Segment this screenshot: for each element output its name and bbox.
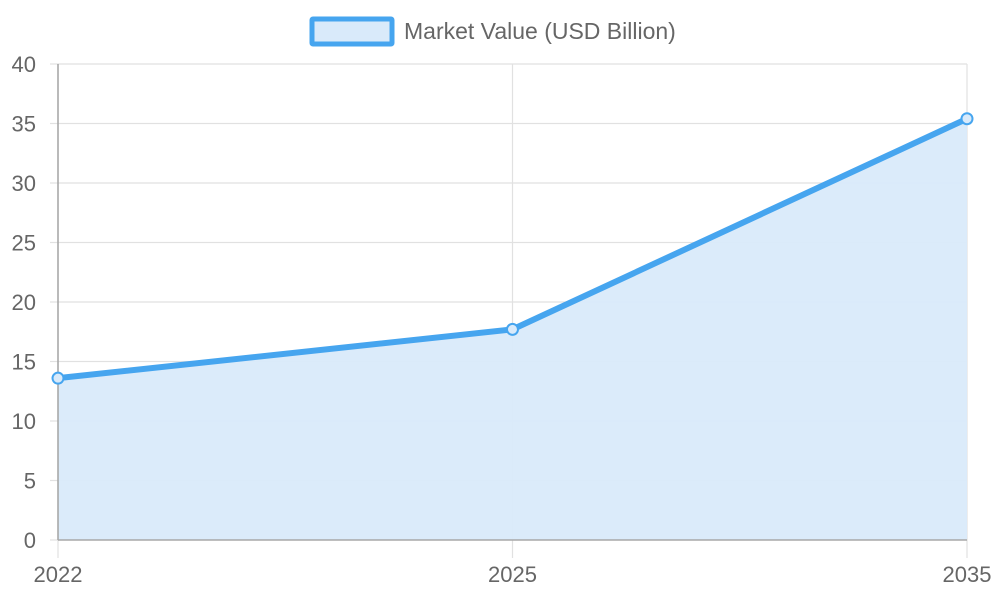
point-layer [51, 112, 974, 385]
y-tick-label: 25 [12, 231, 36, 256]
axis-layer [57, 64, 967, 541]
y-tick-label: 15 [12, 350, 36, 375]
data-point[interactable] [506, 322, 519, 336]
legend-swatch[interactable] [309, 16, 395, 47]
legend-label: Market Value (USD Billion) [404, 18, 676, 44]
y-tick-label: 10 [12, 409, 36, 434]
y-tick-label: 5 [24, 469, 36, 494]
x-tick-label: 2022 [34, 562, 83, 587]
data-point[interactable] [960, 112, 974, 126]
y-tick-label: 40 [12, 52, 36, 77]
data-point[interactable] [51, 371, 65, 385]
y-tick-label: 0 [24, 528, 36, 553]
x-tick-label: 2035 [943, 562, 992, 587]
y-tick-label: 30 [12, 171, 36, 196]
y-tick-label: 35 [12, 112, 36, 137]
y-tick-label: 20 [12, 290, 36, 315]
legend[interactable]: Market Value (USD Billion) [309, 16, 676, 47]
x-tick-label: 2025 [488, 562, 537, 587]
